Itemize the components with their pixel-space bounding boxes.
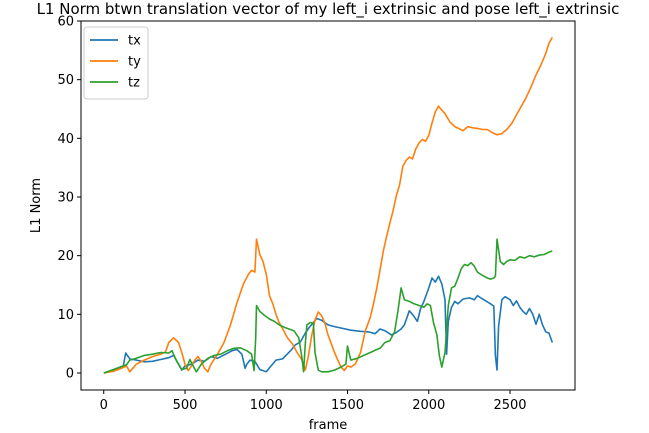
y-tick-label: 20: [57, 249, 74, 264]
series-line-tz: [103, 238, 553, 374]
y-tick-label: 50: [57, 73, 74, 88]
legend-label-ty: ty: [128, 55, 141, 70]
series-line-tx: [103, 275, 554, 374]
legend: tx ty tz: [83, 26, 149, 100]
legend-label-tz: tz: [128, 76, 140, 91]
x-tick-label: 2000: [412, 398, 445, 413]
chart-title: L1 Norm btwn translation vector of my le…: [37, 0, 620, 19]
y-tick-label: 30: [57, 190, 74, 205]
legend-box: [83, 26, 149, 100]
y-tick-label: 0: [66, 366, 74, 381]
y-tick-label: 10: [57, 308, 74, 323]
legend-label-tx: tx: [128, 34, 141, 49]
x-axis: 0 500 1000 1500 2000 2500: [100, 390, 527, 413]
x-tick-label: 1500: [331, 398, 364, 413]
y-axis-label: L1 Norm: [29, 178, 44, 233]
x-tick-label: 1000: [250, 398, 283, 413]
y-axis: 0 10 20 30 40 50 60: [57, 15, 81, 381]
x-tick-label: 500: [173, 398, 198, 413]
x-tick-label: 0: [100, 398, 108, 413]
series-line-ty: [103, 37, 553, 374]
plot-area: [103, 37, 554, 374]
axes-frame: [80, 20, 576, 391]
x-tick-label: 2500: [493, 398, 526, 413]
y-tick-label: 40: [57, 132, 74, 147]
x-axis-label: frame: [309, 418, 348, 433]
y-tick-label: 60: [57, 15, 74, 30]
